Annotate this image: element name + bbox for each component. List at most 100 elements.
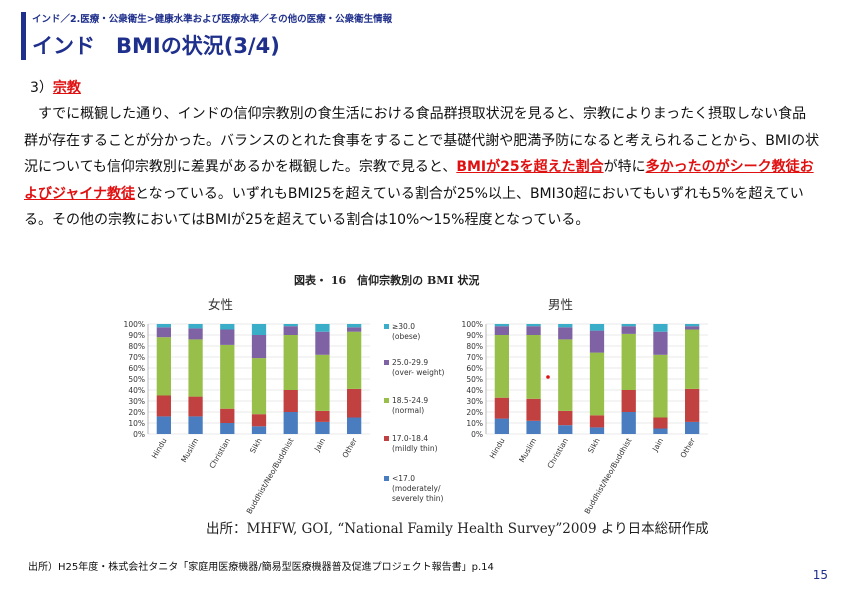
male-category-label: Muslim (517, 437, 538, 465)
female-ytick-label: 100% (124, 320, 145, 329)
female-bar-segment (220, 423, 235, 434)
male-bar-segment (589, 324, 605, 331)
male-bar-segment (526, 420, 541, 434)
female-bar-segment (251, 358, 267, 415)
legend-swatch (384, 436, 389, 441)
male-bar-segment (494, 324, 509, 327)
page-number: 15 (812, 568, 828, 582)
breadcrumb: インド／2.医療・公衆衛生>健康水準および医療水準／その他の医療・公衆衛生情報 (32, 14, 393, 25)
page-title: インド BMIの状況(3/4) (32, 34, 280, 58)
female-bar-segment (188, 328, 203, 340)
male-bar-segment (653, 417, 668, 429)
body-paragraph: すでに概観した通り、インドの信仰宗教別の食生活における食品群摂取状況を見ると、宗… (24, 101, 820, 234)
section-heading: 3）宗教 (30, 77, 81, 97)
male-bar-segment (685, 329, 700, 389)
male-bar-segment (589, 415, 605, 428)
female-bar-segment (347, 331, 362, 389)
female-bar-segment (156, 324, 171, 328)
female-ytick-label: 60% (128, 364, 145, 373)
male-bar-segment (685, 388, 700, 422)
female-ytick-label: 70% (128, 353, 145, 362)
female-ytick-label: 40% (128, 386, 145, 395)
male-bar-segment (685, 326, 700, 330)
male-bar-segment (621, 333, 636, 390)
legend-label: (mildly thin) (392, 444, 438, 453)
body-text-1: すでに概観した通り、インドの信仰宗教別の食生活における食品群摂取状況を見ると、宗… (24, 106, 820, 175)
female-bar-segment (315, 331, 330, 355)
legend-label: (normal) (392, 406, 424, 415)
body-text-3: となっている。いずれもBMI25を超えている割合が25%以上、BMI30超におい… (24, 185, 804, 229)
male-ytick-label: 20% (466, 408, 483, 417)
male-bar-segment (653, 331, 668, 355)
male-bar-segment (526, 398, 541, 421)
highlight-sikh-jain: 多かったのがシーク教徒およびジャイナ教徒 (24, 159, 814, 202)
figure-title: 図表・ 16 信仰宗教別の BMI 状況 (294, 274, 480, 287)
female-ytick-label: 20% (128, 408, 145, 417)
body-text-2: が特に (603, 159, 646, 175)
legend-label: (over- weight) (392, 368, 445, 377)
male-bar-segment (621, 390, 636, 412)
female-bar-segment (315, 354, 330, 411)
female-ytick-label: 50% (128, 375, 145, 384)
legend-label: 25.0-29.9 (392, 358, 428, 367)
marker-dot (546, 375, 550, 379)
header-accent-bar (21, 12, 26, 60)
female-category-label: Hindu (150, 436, 169, 460)
female-bar-segment (220, 329, 235, 345)
female-bar-segment (156, 416, 171, 434)
male-bar-segment (526, 335, 541, 399)
male-ytick-label: 90% (466, 331, 483, 340)
male-ytick-label: 40% (466, 386, 483, 395)
figure-source: 出所：MHFW, GOI, “National Family Health Su… (206, 521, 709, 537)
legend-swatch (384, 476, 389, 481)
male-bar-segment (589, 427, 605, 434)
female-panel-label: 女性 (208, 297, 234, 312)
male-ytick-label: 100% (462, 320, 483, 329)
female-bar-segment (188, 324, 203, 329)
legend-swatch (384, 360, 389, 365)
male-ytick-label: 50% (466, 375, 483, 384)
female-bar-segment (188, 416, 203, 434)
male-bar-segment (685, 421, 700, 434)
female-bar-segment (156, 337, 171, 396)
male-panel-label: 男性 (548, 297, 574, 312)
male-bar-segment (526, 324, 541, 327)
male-bar-segment (558, 410, 573, 426)
female-bar-segment (220, 344, 235, 409)
female-bar-segment (251, 414, 267, 427)
female-bar-segment (251, 335, 267, 359)
legend-label: (obese) (392, 332, 420, 341)
female-category-label: Jain (312, 436, 327, 453)
male-ytick-label: 10% (466, 419, 483, 428)
female-ytick-label: 30% (128, 397, 145, 406)
male-category-label: Christian (545, 436, 570, 470)
legend-label: severely thin) (392, 494, 444, 503)
female-bar-segment (347, 324, 362, 328)
male-bar-segment (494, 418, 509, 434)
male-bar-segment (558, 327, 573, 340)
highlight-bmi-over-25: BMIが25を超えた割合 (456, 159, 604, 175)
legend-swatch (384, 324, 389, 329)
male-category-label: Hindu (488, 436, 507, 460)
female-bar-segment (315, 410, 330, 422)
female-category-label: Sikh (248, 436, 264, 455)
male-bar-segment (589, 330, 605, 353)
female-category-label: Christian (207, 436, 232, 470)
female-bar-segment (283, 335, 298, 390)
male-ytick-label: 0% (471, 430, 483, 439)
female-bar-segment (188, 339, 203, 397)
female-ytick-label: 90% (128, 331, 145, 340)
section-label: 宗教 (52, 80, 81, 96)
female-bar-segment (315, 324, 330, 332)
female-bar-segment (283, 390, 298, 412)
male-bar-segment (685, 324, 700, 327)
male-bar-segment (653, 428, 668, 434)
figure: 図表・ 16 信仰宗教別の BMI 状況 女性 男性 0% 10% 20% 30% 40… (108, 270, 728, 540)
female-bar-segment (347, 388, 362, 418)
male-bar-segment (526, 326, 541, 335)
female-bar-segment (283, 326, 298, 335)
legend-label: 17.0-18.4 (392, 434, 428, 443)
male-ytick-label: 70% (466, 353, 483, 362)
bmi-chart: 0% 10% 20% 30% 40% 50% 60% 70% 80% 90% 100% Hindu Mu… (124, 320, 708, 516)
male-ytick-label: 60% (466, 364, 483, 373)
